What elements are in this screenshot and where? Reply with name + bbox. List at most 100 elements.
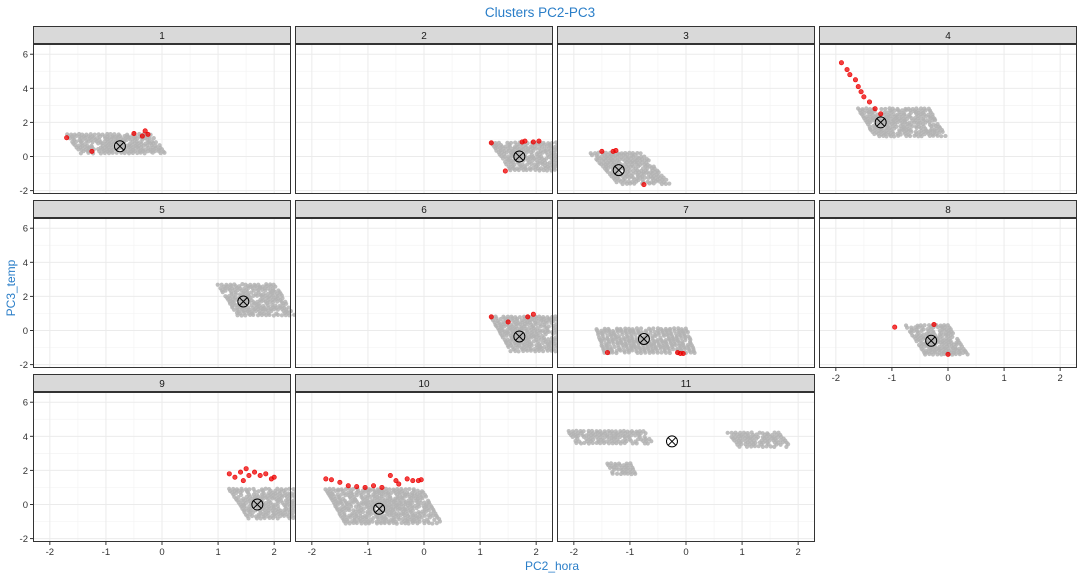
data-point <box>635 150 640 156</box>
x-tick-label: 2 <box>272 547 277 558</box>
data-point <box>598 441 603 446</box>
data-point <box>418 500 424 505</box>
data-point <box>279 313 284 318</box>
facet-panel-9: 9 -2 0 2 4 6 -2 -1 0 1 2 <box>20 374 313 558</box>
outlier-point <box>855 84 861 90</box>
data-point <box>627 168 632 173</box>
data-point <box>540 150 545 155</box>
data-point <box>267 312 272 318</box>
data-point <box>335 502 341 507</box>
data-point <box>651 326 656 331</box>
outlier-point <box>505 319 511 325</box>
outlier-point <box>858 89 864 95</box>
data-point <box>266 510 271 515</box>
outlier-point <box>145 131 151 137</box>
data-point <box>394 521 399 526</box>
x-tick-label: 1 <box>739 547 744 558</box>
centroid-cross <box>926 336 936 346</box>
data-point <box>634 441 639 446</box>
data-point <box>957 352 962 357</box>
data-point <box>243 313 248 318</box>
panel-border <box>33 218 291 368</box>
centroid-cross <box>614 165 624 175</box>
y-tick-label: -2 <box>20 534 28 545</box>
outlier-point <box>139 133 145 139</box>
facet-strip <box>295 26 553 44</box>
data-point <box>922 323 927 328</box>
data-point <box>147 136 152 141</box>
data-point <box>692 350 697 355</box>
data-point <box>378 521 384 526</box>
data-point <box>426 508 432 513</box>
data-point <box>879 106 884 112</box>
data-point <box>932 118 938 123</box>
x-tick-label: -2 <box>832 373 840 384</box>
data-point <box>553 349 558 354</box>
data-point <box>892 134 897 139</box>
centroid-circle <box>373 502 386 515</box>
panel-border <box>295 392 553 542</box>
data-point <box>250 513 255 519</box>
data-point <box>905 325 910 330</box>
data-point <box>419 515 424 520</box>
data-point <box>656 170 661 175</box>
data-point <box>240 488 245 493</box>
centroid-cross <box>876 118 886 127</box>
data-point <box>153 140 158 145</box>
data-point <box>351 486 356 492</box>
data-point <box>273 284 278 289</box>
data-point <box>359 521 364 526</box>
data-point <box>630 348 635 353</box>
data-point <box>685 330 690 335</box>
data-point <box>251 288 257 293</box>
data-point <box>894 124 899 129</box>
y-tick-label: 4 <box>23 432 28 443</box>
y-tick-label: 0 <box>23 152 28 163</box>
data-point <box>524 167 529 173</box>
data-point <box>626 350 631 355</box>
data-point <box>354 520 359 526</box>
centroid-cross <box>252 500 262 509</box>
outlier-point <box>866 99 872 105</box>
data-point <box>371 515 376 521</box>
data-point <box>374 521 380 526</box>
x-tick-label: 0 <box>159 547 164 558</box>
facet-strip-label: 11 <box>681 379 692 390</box>
data-point <box>281 513 287 518</box>
outlier-point <box>238 469 244 475</box>
facet-strip-label: 8 <box>945 205 951 216</box>
panel-border <box>295 218 553 368</box>
outlier-point <box>362 484 368 490</box>
data-point <box>638 350 644 356</box>
data-point <box>347 507 352 513</box>
data-point <box>590 440 595 446</box>
data-point <box>935 133 940 138</box>
data-point <box>867 120 873 125</box>
x-tick-label: -2 <box>570 547 578 558</box>
outlier-point <box>847 72 853 78</box>
data-point <box>256 489 261 494</box>
centroid-circle <box>665 435 678 448</box>
x-tick-label: -2 <box>46 547 54 558</box>
data-point <box>909 129 914 134</box>
data-point <box>290 510 296 515</box>
data-point <box>614 350 619 356</box>
facet-strip-label: 9 <box>159 379 165 390</box>
data-point <box>90 140 95 145</box>
centroid-marker <box>113 140 126 153</box>
chart-title: Clusters PC2-PC3 <box>485 5 595 20</box>
outlier-point <box>240 478 246 484</box>
data-point <box>124 137 129 143</box>
facet-strip <box>33 200 291 218</box>
data-point <box>531 148 536 154</box>
y-tick-label: -2 <box>20 186 28 197</box>
data-point <box>648 330 653 335</box>
data-point <box>907 133 913 139</box>
x-tick-label: 2 <box>1058 373 1063 384</box>
outlier-point <box>64 135 70 141</box>
facet-panel-10: 10 -2 -1 0 1 2 <box>295 374 553 558</box>
data-point <box>931 133 936 138</box>
data-point <box>552 167 557 172</box>
centroid-circle <box>113 140 126 153</box>
